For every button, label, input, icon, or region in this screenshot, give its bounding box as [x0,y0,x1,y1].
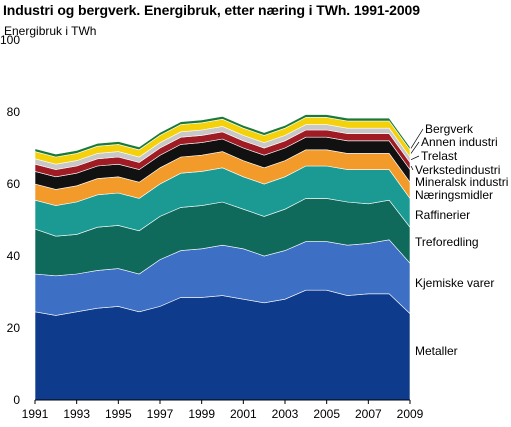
x-tick-label: 2005 [313,407,340,421]
x-tick-label: 1993 [63,407,90,421]
series-label-raffinerier: Raffinerier [415,208,470,222]
x-tick-label: 1991 [22,407,49,421]
label-connector [410,155,420,161]
x-tick-label: 1995 [105,407,132,421]
axes [34,399,411,404]
x-tick-label: 2007 [355,407,382,421]
x-tick-label: 2009 [397,407,424,421]
y-axis-label: Energibruk i TWh [4,24,96,38]
y-tick-label: 60 [7,177,21,191]
area-bergverk [34,114,411,158]
series-label-metaller: Metaller [415,344,458,358]
series-label-kjemiske-varer: Kjemiske varer [415,276,494,290]
label-connector [410,141,420,154]
y-tick-label: 0 [13,393,20,407]
x-tick-label: 2001 [230,407,257,421]
chart-title: Industri og bergverk. Energibruk, etter … [3,2,420,18]
x-tick-label: 1997 [147,407,174,421]
y-tick-label: 20 [7,321,21,335]
area-layers [34,114,411,401]
tick-labels: 0 20 40 60 80 100 1991 1993 1995 1997 1999 2001 2003… [0,33,424,421]
series-label-mineralsk-industri: Mineralsk industri [415,175,508,189]
series-label-trelast: Trelast [421,149,458,163]
series-label-bergverk: Bergverk [425,122,474,136]
series-label-annen-industri: Annen industri [421,135,498,149]
series-label-naeringsmidler: Næringsmidler [415,188,493,202]
series-label-treforedling: Treforedling [415,235,479,249]
y-tick-label: 40 [7,249,21,263]
x-tick-label: 1999 [188,407,215,421]
label-connector [410,128,424,149]
series-labels: Metaller Kjemiske varer Treforedling Raffin… [410,122,508,358]
series-label-verkstedindustri: Verkstedindustri [415,163,500,177]
y-tick-label: 100 [0,33,20,47]
x-tick-label: 2003 [272,407,299,421]
y-tick-label: 80 [7,105,21,119]
label-connector [410,165,414,171]
